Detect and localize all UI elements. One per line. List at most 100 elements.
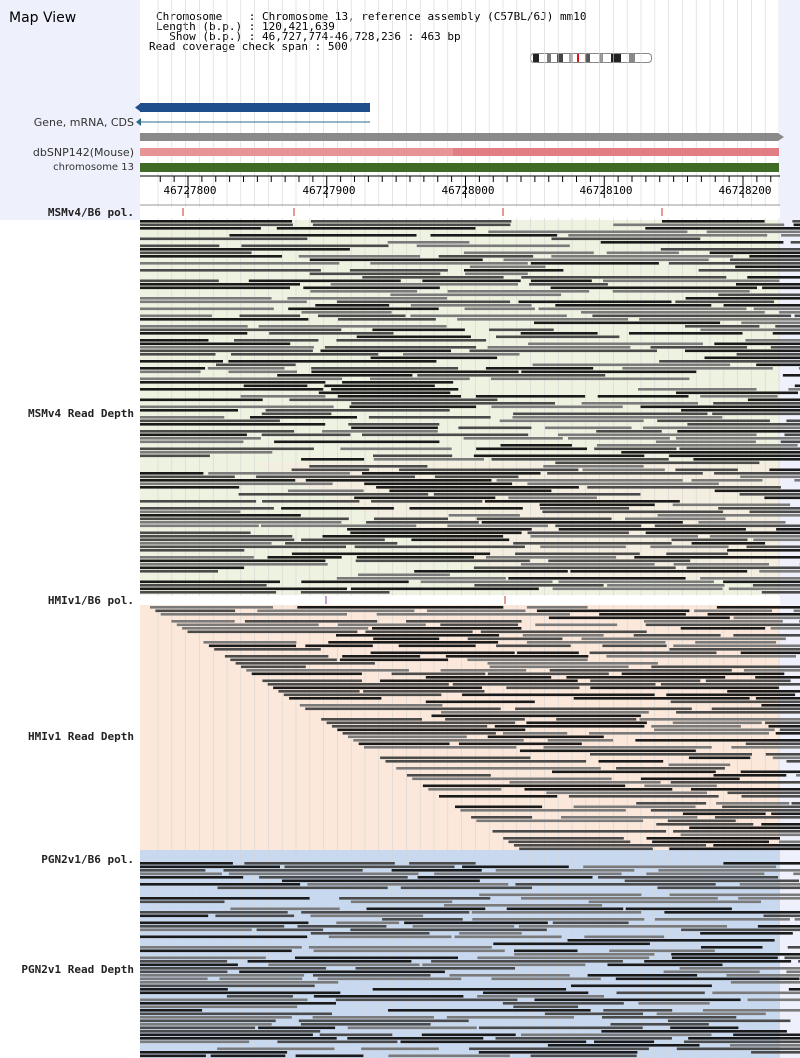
hmi-read bbox=[460, 809, 626, 812]
hmi-read bbox=[337, 728, 526, 732]
pgn-read bbox=[230, 907, 340, 911]
msm-read bbox=[366, 521, 479, 524]
msm-read bbox=[140, 521, 342, 524]
pgn-read bbox=[282, 879, 480, 883]
msm-read bbox=[764, 496, 800, 500]
pgn-read bbox=[140, 981, 339, 984]
hmi-read bbox=[670, 700, 800, 704]
msm-read bbox=[310, 220, 512, 223]
msm-read bbox=[568, 437, 670, 440]
left-header-panel bbox=[0, 0, 140, 220]
msm-read bbox=[261, 433, 351, 437]
msm-read bbox=[779, 311, 800, 314]
msm-read bbox=[607, 584, 725, 587]
hmi-read bbox=[398, 644, 476, 648]
msm-read bbox=[746, 545, 800, 549]
msm-read bbox=[675, 300, 775, 304]
hmi-read bbox=[670, 781, 800, 784]
hmi-read bbox=[337, 623, 426, 627]
pgn-read bbox=[366, 907, 486, 911]
pgn-read bbox=[140, 883, 301, 886]
pgn-read bbox=[431, 960, 623, 963]
dbsnp-arrow-bar[interactable] bbox=[140, 133, 778, 141]
msm-read bbox=[769, 468, 800, 472]
msm-read bbox=[790, 241, 800, 244]
pgn-read bbox=[730, 1044, 800, 1047]
pgn-read bbox=[571, 984, 712, 988]
hmi-read bbox=[715, 816, 800, 819]
msm-read bbox=[140, 486, 240, 489]
msm-read bbox=[677, 430, 800, 433]
msm-read bbox=[669, 454, 800, 458]
hmi-read bbox=[480, 630, 647, 634]
hmi-read bbox=[150, 606, 273, 609]
msm-read bbox=[473, 566, 676, 570]
info-coverage: Read coverage check span : 500 bbox=[149, 40, 348, 53]
gene-bar[interactable] bbox=[140, 103, 370, 112]
msm-read bbox=[364, 482, 513, 486]
msm-read bbox=[759, 570, 800, 573]
chromosome-bar[interactable] bbox=[140, 163, 779, 172]
hmi-read bbox=[506, 686, 580, 690]
msm-read bbox=[229, 234, 417, 237]
hmi-read bbox=[669, 648, 800, 651]
pgn-read bbox=[140, 1040, 250, 1044]
msm-read bbox=[762, 286, 800, 290]
hmi-read bbox=[652, 840, 769, 844]
pgn-read bbox=[787, 946, 800, 949]
pgn-read bbox=[244, 862, 395, 865]
msm-read bbox=[730, 258, 800, 262]
pgn-pol-label: PGN2v1/B6 pol. bbox=[41, 853, 134, 866]
pgn-read bbox=[217, 1047, 335, 1051]
coverage-value: 500 bbox=[327, 40, 348, 53]
msm-read bbox=[736, 283, 800, 286]
msm-read bbox=[622, 367, 773, 370]
pgn-read bbox=[444, 904, 603, 907]
msm-read bbox=[528, 342, 703, 346]
hmi-pol-strip bbox=[140, 596, 780, 605]
msm-read bbox=[140, 416, 225, 419]
msm-read bbox=[140, 398, 263, 402]
hmi-read bbox=[425, 700, 535, 704]
msm-read bbox=[140, 440, 244, 444]
msm-read bbox=[752, 584, 800, 587]
pgn-read bbox=[601, 1030, 787, 1033]
msm-read bbox=[691, 479, 763, 482]
msm-read bbox=[140, 307, 274, 311]
msm-read bbox=[371, 500, 483, 503]
read-alignments bbox=[140, 220, 800, 1058]
hmi-read bbox=[503, 837, 624, 840]
hmi-read bbox=[536, 609, 690, 613]
msm-read bbox=[698, 521, 786, 524]
pgn-read bbox=[664, 911, 800, 914]
msm-read bbox=[256, 475, 415, 479]
msm-read bbox=[140, 419, 280, 423]
pgn-read bbox=[733, 1033, 800, 1037]
pgn-read bbox=[712, 991, 800, 995]
pgn-read bbox=[472, 918, 645, 921]
hmi-read bbox=[755, 697, 800, 700]
msm-read bbox=[650, 545, 729, 549]
pgn-read bbox=[247, 960, 412, 963]
pgn-read bbox=[140, 928, 252, 932]
pgn-read bbox=[215, 914, 295, 918]
msm-read bbox=[488, 230, 688, 234]
pgn-read bbox=[477, 956, 650, 960]
hmi-read bbox=[489, 665, 629, 669]
msm-read bbox=[288, 307, 439, 311]
msm-read bbox=[309, 465, 428, 468]
msm-read bbox=[140, 349, 313, 353]
msm-read bbox=[568, 234, 768, 237]
pgn-read bbox=[388, 1009, 591, 1012]
pgn-read bbox=[422, 963, 586, 967]
hmi-read bbox=[779, 840, 800, 844]
hmi-read bbox=[793, 609, 800, 613]
pgn-read bbox=[763, 914, 800, 918]
msm-read bbox=[782, 374, 800, 377]
hmi-read bbox=[467, 658, 588, 662]
msm-read bbox=[322, 430, 438, 433]
hmi-read bbox=[543, 746, 712, 749]
pgn-read bbox=[449, 974, 570, 977]
hmi-read bbox=[740, 770, 800, 774]
